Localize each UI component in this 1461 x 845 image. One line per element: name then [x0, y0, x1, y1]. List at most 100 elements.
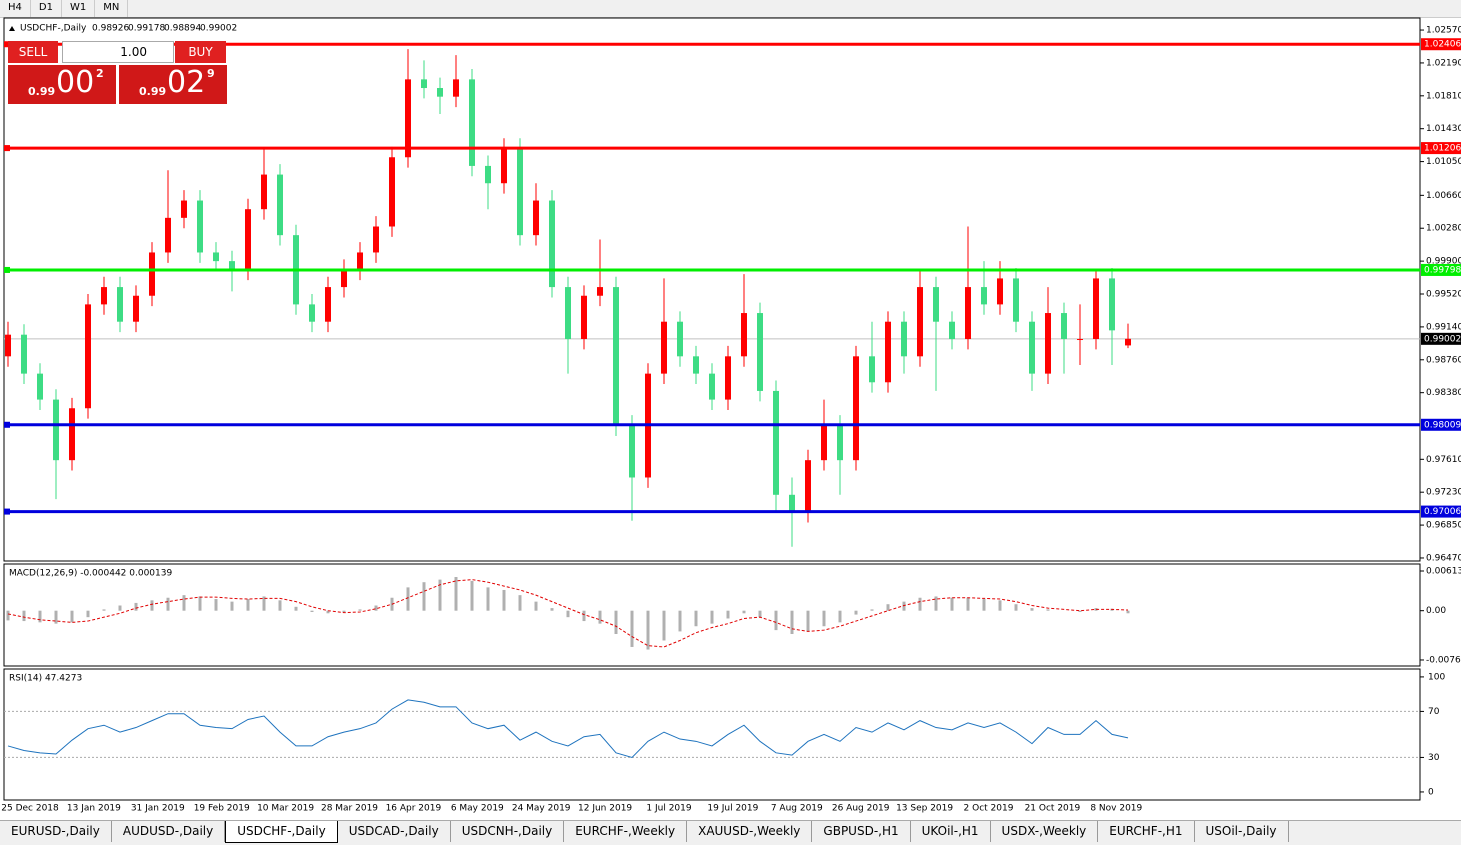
price-prefix: 0.99 [139, 85, 167, 98]
x-tick-label: 8 Nov 2019 [1090, 804, 1142, 814]
lot-input[interactable]: 1.00 [62, 41, 174, 63]
candle-body [325, 287, 331, 322]
chart-tab[interactable]: USDCNH-,Daily [451, 821, 565, 842]
candle-body [661, 321, 667, 374]
level-label: 0.98009 [1424, 420, 1461, 430]
x-tick-label: 6 May 2019 [451, 804, 504, 814]
price-big: 00 [56, 65, 95, 100]
sell-price[interactable]: 0.99 00 2 [8, 65, 116, 104]
level-handle [4, 41, 10, 48]
chart-tab[interactable]: UKOil-,H1 [911, 821, 991, 842]
level-label: 1.01206 [1424, 144, 1461, 154]
x-tick-label: 7 Aug 2019 [771, 804, 823, 814]
candle-body [933, 287, 939, 322]
candle-body [757, 313, 763, 391]
price-prefix: 0.99 [28, 85, 56, 98]
candle-body [629, 425, 635, 478]
level-tag [1421, 505, 1461, 518]
y-tick-label: 0.98760 [1426, 355, 1461, 365]
x-tick-label: 13 Sep 2019 [896, 804, 953, 814]
candle-body [453, 79, 459, 97]
timeframe-button[interactable]: MN [95, 0, 129, 17]
candle-body [485, 165, 491, 184]
candle-body [949, 321, 955, 340]
candle-body [133, 295, 139, 322]
candle-body [197, 200, 203, 253]
level-tag [1421, 38, 1461, 51]
y-tick-label: 0.99520 [1426, 290, 1461, 300]
level-tag [1421, 142, 1461, 155]
chart-tab[interactable]: USOil-,Daily [1195, 821, 1289, 842]
candle-body [405, 79, 411, 158]
x-tick-label: 12 Jun 2019 [578, 804, 632, 814]
pane-frame [3, 668, 1421, 801]
quote-value: 0.98926 [92, 24, 129, 34]
timeframe-button[interactable]: D1 [31, 0, 62, 17]
y-tick-label: 0.00613 [1426, 566, 1461, 576]
timeframe-button[interactable]: H4 [0, 0, 31, 17]
candle-body [1061, 313, 1067, 340]
x-tick-label: 25 Dec 2018 [1, 804, 59, 814]
y-tick-label: 1.00660 [1426, 191, 1461, 201]
candle-body [725, 356, 731, 400]
y-tick-label: 1.02190 [1426, 58, 1461, 68]
quote-value: 0.99002 [200, 24, 237, 34]
x-tick-label: 19 Feb 2019 [194, 804, 250, 814]
candle-body [437, 88, 443, 97]
current-price-label: 0.99002 [1424, 334, 1461, 344]
symbol-arrow [9, 26, 15, 31]
chart-tab[interactable]: EURUSD-,Daily [0, 821, 112, 842]
buy-price[interactable]: 0.99 02 9 [119, 65, 227, 104]
y-tick-label: 30 [1428, 753, 1440, 763]
macd-signal [7, 579, 1129, 648]
y-tick-label: 70 [1428, 707, 1440, 717]
level-label: 0.99798 [1424, 265, 1461, 275]
y-tick-label: 0.00 [1426, 606, 1446, 616]
timeframe-button[interactable]: W1 [62, 0, 96, 17]
candle-body [1109, 278, 1115, 331]
sell-button[interactable]: SELL [8, 41, 58, 63]
chart-tab[interactable]: AUDUSD-,Daily [112, 821, 226, 842]
candle-body [981, 287, 987, 305]
level-handle [4, 266, 10, 273]
candle-body [1013, 278, 1019, 322]
y-tick-label: 1.01810 [1426, 91, 1461, 101]
level-label: 0.97006 [1424, 507, 1461, 517]
level-tag [1421, 263, 1461, 276]
candle-body [21, 334, 27, 374]
y-tick-label: 0.97230 [1426, 488, 1461, 498]
candle-body [693, 356, 699, 374]
chart-tab[interactable]: USDX-,Weekly [991, 821, 1099, 842]
candle-body [165, 217, 171, 253]
chart-tab[interactable]: XAUUSD-,Weekly [687, 821, 813, 842]
chart-tab[interactable]: USDCAD-,Daily [338, 821, 451, 842]
price-small: 2 [96, 67, 104, 80]
chart-tab[interactable]: USDCHF-,Daily [225, 821, 338, 843]
buy-button[interactable]: BUY [175, 41, 226, 63]
candle-body [213, 252, 219, 262]
candle-body [709, 373, 715, 400]
candle-body [853, 356, 859, 461]
candle-body [837, 425, 843, 461]
y-tick-label: 0.97610 [1426, 455, 1461, 465]
lot-value: 1.00 [120, 45, 147, 59]
chart-tab[interactable]: EURCHF-,H1 [1098, 821, 1195, 842]
y-tick-label: 0 [1428, 787, 1434, 797]
candle-body [69, 408, 75, 461]
level-handle [4, 421, 10, 428]
current-price-tag [1421, 332, 1461, 345]
rsi-line [7, 699, 1129, 758]
candle-body [389, 157, 395, 227]
candle-body [469, 79, 475, 166]
y-tick-label: 1.01430 [1426, 124, 1461, 134]
candle-body [773, 390, 779, 495]
x-tick-label: 21 Oct 2019 [1025, 804, 1081, 814]
candle-body [341, 269, 347, 288]
candle-body [373, 226, 379, 253]
chart-tab[interactable]: EURCHF-,Weekly [564, 821, 688, 842]
chart-tab[interactable]: GBPUSD-,H1 [812, 821, 911, 842]
candle-body [421, 79, 427, 89]
chart-tabs: EURUSD-,Daily AUDUSD-,Daily USDCHF-,Daily U… [0, 820, 1461, 845]
price-small: 9 [207, 67, 215, 80]
